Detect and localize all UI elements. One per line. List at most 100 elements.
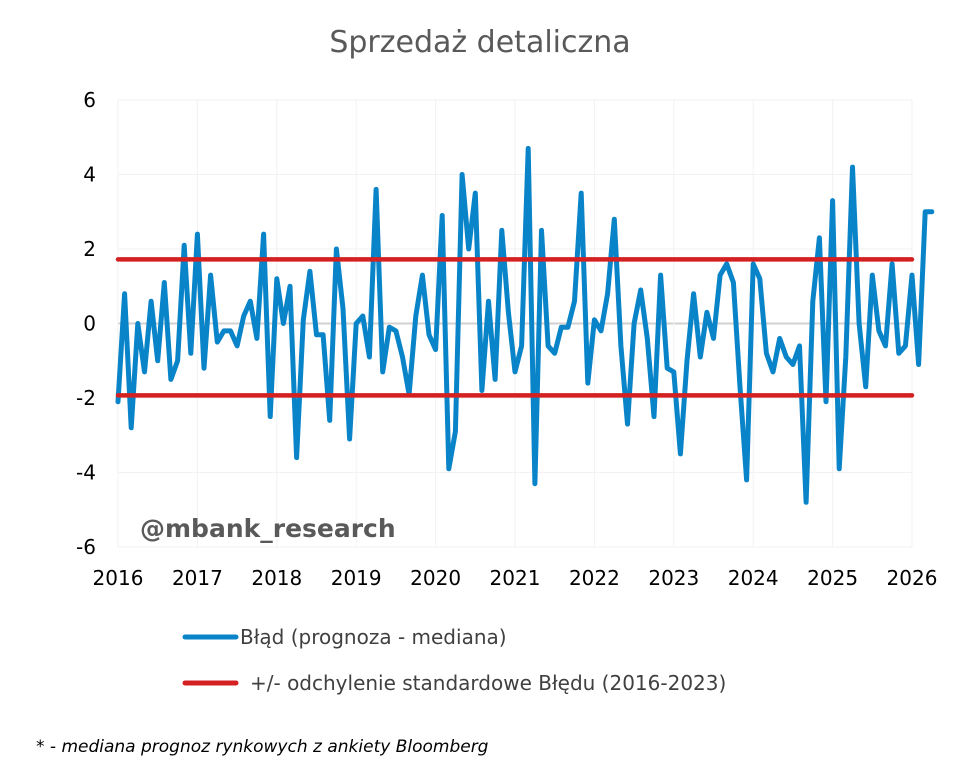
data-point [540,229,542,231]
data-point [527,147,529,149]
data-point [904,345,906,347]
data-point [607,293,609,295]
data-point [316,334,317,336]
data-point [673,371,675,373]
data-point [713,337,714,339]
data-point [574,300,576,302]
data-point [117,401,119,403]
data-point [845,356,847,358]
data-point [660,274,662,276]
data-point [223,330,225,332]
data-point [706,311,708,313]
series-line-error [115,145,935,505]
data-point [931,211,933,213]
y-axis-ticks: 6 4 2 0 -2 -4 -6 [76,88,96,559]
data-point [772,371,774,373]
data-point [560,326,562,328]
data-point [282,323,284,324]
data-point [739,386,741,388]
data-point [196,233,198,235]
data-point [368,356,370,358]
x-tick-label: 2021 [490,566,541,590]
data-point [825,401,827,403]
data-point [236,345,238,347]
data-point [435,349,437,351]
watermark: @mbank_research [140,514,396,543]
data-point [521,345,523,347]
data-point [918,363,920,365]
data-point [805,501,807,503]
data-point [878,330,880,332]
data-point [203,367,205,369]
data-point [891,263,893,265]
data-point [699,356,701,358]
data-point [289,285,291,287]
data-point [554,352,556,354]
data-point [302,319,304,321]
data-point [679,453,681,455]
data-point [924,211,926,213]
data-point [514,371,516,373]
data-point [124,293,126,295]
legend-label-stddev: +/- odchylenie standardowe Błędu (2016-2… [250,671,726,695]
data-point [812,300,814,302]
legend-label-error: Błąd (prognoza - mediana) [240,625,507,649]
data-point [130,427,132,429]
data-point [335,248,337,250]
data-point [885,345,887,347]
y-tick-label: 0 [83,312,96,336]
data-point [263,233,265,235]
data-point [229,330,231,332]
data-point [402,356,404,358]
data-point [488,300,490,302]
data-point [719,274,721,276]
data-point [342,308,344,310]
data-point [792,363,794,365]
data-point [785,356,787,358]
data-point [746,479,748,481]
data-point [481,390,483,392]
data-point [461,174,463,175]
data-point [640,289,642,291]
data-point [382,371,384,373]
data-point [666,367,668,369]
data-point [256,337,258,339]
data-point [507,311,509,313]
data-point [296,457,298,459]
x-tick-label: 2019 [331,566,382,590]
x-tick-label: 2024 [728,566,779,590]
data-point [375,188,377,190]
data-point [547,345,549,347]
data-point [137,323,139,324]
data-point [818,237,820,239]
data-point [421,274,423,276]
data-point [580,192,582,194]
data-point [779,337,781,339]
y-tick-label: -2 [76,386,96,410]
data-point [428,334,430,336]
data-point [415,315,417,317]
data-point [593,319,595,321]
data-point [177,360,179,362]
data-point [210,274,212,276]
x-tick-label: 2025 [807,566,858,590]
data-point [329,419,331,421]
data-point [269,416,271,418]
y-tick-label: -4 [76,461,96,485]
data-point [759,278,761,280]
data-point [322,334,324,336]
data-point [871,274,873,276]
data-point [474,192,476,194]
x-tick-label: 2016 [93,566,144,590]
data-point [355,323,357,324]
data-point [163,282,165,284]
data-point [686,360,688,362]
data-point [838,468,840,470]
data-point [865,386,867,388]
series-points [117,147,933,503]
x-tick-label: 2022 [569,566,620,590]
data-point [395,330,397,332]
data-point [349,438,351,440]
y-tick-label: -6 [76,535,96,559]
y-tick-label: 4 [83,163,96,187]
